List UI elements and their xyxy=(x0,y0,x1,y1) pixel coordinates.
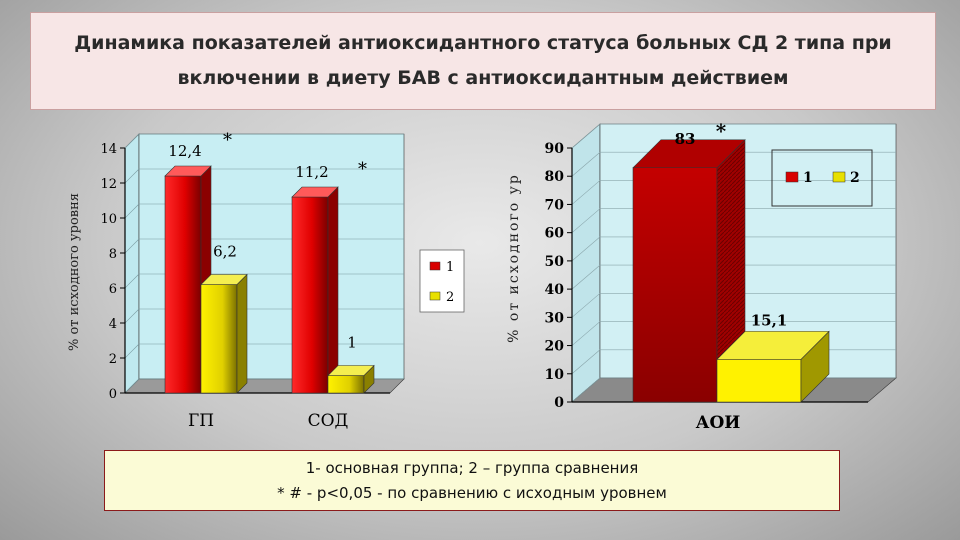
chart2-ytick-label: 90 xyxy=(545,141,565,157)
chart1-ytick-label: 0 xyxy=(109,387,117,402)
chart1-legend-label-1: 1 xyxy=(446,260,454,275)
chart1-gridline-side xyxy=(124,378,140,394)
chart1-data-label-s1: 11,2 xyxy=(295,163,328,181)
notes-box: 1- основная группа; 2 – группа сравнения… xyxy=(104,450,840,511)
chart2-significance-mark: * xyxy=(716,119,727,143)
chart1-ytick-label: 4 xyxy=(109,317,117,332)
chart2-data-label-s1: 83 xyxy=(675,130,696,148)
chart1-bar-s1 xyxy=(291,196,329,394)
chart1-category-label: ГП xyxy=(188,411,214,431)
chart1-bar-s2-top xyxy=(327,365,375,376)
chart1-bar-s2-top xyxy=(200,274,248,285)
slide-title-line-2: включении в диету БАВ с антиоксидантным … xyxy=(177,67,789,89)
chart2-legend-box xyxy=(771,149,873,207)
chart2-gridline-side xyxy=(571,264,601,290)
chart1-ytick-label: 8 xyxy=(109,247,117,262)
chart1-gridline-side xyxy=(124,343,140,359)
chart1-bar-s1-top xyxy=(164,165,212,177)
chart2-gridline-side xyxy=(571,208,601,233)
chart2-ytick-label: 60 xyxy=(545,226,565,242)
chart1-ytick-label: 14 xyxy=(100,142,117,157)
chart1-significance-mark: * xyxy=(358,159,367,180)
chart1-gridline-side xyxy=(124,133,140,149)
chart2-bar-s1-top xyxy=(632,139,746,169)
chart2-bar-s2-top xyxy=(716,331,830,360)
slide-title-line-1: Динамика показателей антиоксидантного ст… xyxy=(74,32,892,54)
chart1-gridline-side xyxy=(124,273,140,289)
chart2-legend-swatch-1 xyxy=(785,171,799,183)
chart2-ytick-label: 30 xyxy=(545,310,565,326)
chart1-legend-swatch-2 xyxy=(429,291,441,301)
chart2-bar-s2 xyxy=(716,359,802,403)
chart1-ytick-label: 12 xyxy=(100,177,117,192)
chart1-bar-s2 xyxy=(327,375,365,394)
chart2-legend-label-2: 2 xyxy=(850,170,860,186)
chart1-left-wall xyxy=(124,133,140,394)
chart1-ylabel: % от исходного уровня xyxy=(67,193,82,351)
chart1-category-label: СОД xyxy=(308,411,349,431)
chart2-gridline-side xyxy=(571,321,601,346)
chart1-bar-s1-top xyxy=(291,186,339,198)
chart1-legend-box xyxy=(419,249,465,313)
chart2-legend-swatch-2 xyxy=(832,171,846,183)
chart2-gridline-side xyxy=(571,180,601,205)
chart1-bar-s2 xyxy=(200,284,238,394)
chart2-ytick-label: 40 xyxy=(545,282,565,298)
chart1-bar-s1 xyxy=(164,175,202,394)
chart2-gridline-side xyxy=(571,151,601,177)
significance-note: * # - p<0,05 - по сравнению с исходным у… xyxy=(277,483,667,502)
chart2-ytick-label: 20 xyxy=(545,339,565,355)
chart2-category-label: АОИ xyxy=(696,413,741,433)
chart1-data-label-s1: 12,4 xyxy=(168,142,201,160)
groups-note: 1- основная группа; 2 – группа сравнения xyxy=(305,458,639,477)
chart1-legend-label-2: 2 xyxy=(446,290,454,305)
chart1-bar-s1-side xyxy=(327,186,339,394)
chart2-legend-label-1: 1 xyxy=(803,170,813,186)
chart1-ytick-label: 6 xyxy=(109,282,117,297)
chart1-ytick-label: 2 xyxy=(109,352,117,367)
chart1-legend-swatch-1 xyxy=(429,261,441,271)
chart2-bar-s1 xyxy=(632,167,718,403)
chart2-left-wall xyxy=(571,123,601,403)
chart2-gridline-side xyxy=(571,123,601,149)
chart2-ytick-label: 80 xyxy=(545,169,565,185)
chart2-ytick-label: 0 xyxy=(554,395,564,411)
chart1-gridline-side xyxy=(124,203,140,219)
chart2-gridline-side xyxy=(571,349,601,375)
chart2-ytick-label: 10 xyxy=(545,367,565,383)
title-box: Динамика показателей антиоксидантного ст… xyxy=(30,12,936,110)
chart1-significance-mark: * xyxy=(223,130,232,151)
chart2-gridline-side xyxy=(571,293,601,318)
chart2-gridline-side xyxy=(571,377,601,403)
chart1-data-label-s2: 6,2 xyxy=(213,243,237,261)
chart2-ytick-label: 50 xyxy=(545,254,565,270)
chart1-gridline-side xyxy=(124,238,140,254)
chart2-ylabel: % от исходного ур xyxy=(506,173,522,343)
chart2-ytick-label: 70 xyxy=(545,197,565,213)
chart1-data-label-s2: 1 xyxy=(347,334,357,352)
chart1-gridline-side xyxy=(124,168,140,184)
chart2-gridline-side xyxy=(571,236,601,262)
chart1-gridline-side xyxy=(124,308,140,324)
chart1-ytick-label: 10 xyxy=(100,212,117,227)
chart2-data-label-s2: 15,1 xyxy=(751,311,788,329)
chart1-bar-s2-side xyxy=(236,273,248,394)
